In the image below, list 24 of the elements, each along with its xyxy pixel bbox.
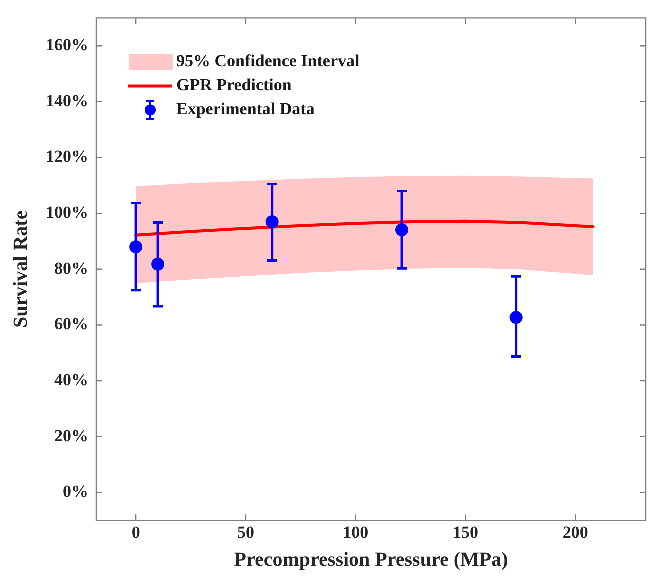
y-tick-label: 140% (46, 91, 88, 110)
x-tick-label: 100 (343, 523, 369, 542)
legend-label: GPR Prediction (176, 76, 292, 95)
point (510, 311, 523, 324)
y-tick-label: 160% (46, 36, 88, 54)
point (396, 224, 409, 237)
y-tick-label: 120% (46, 147, 88, 166)
point (130, 240, 143, 254)
annotation: 95% Confidence Interval (176, 52, 360, 71)
x-tick-label: 50 (237, 523, 254, 542)
x-tick-label: 150 (453, 523, 479, 542)
legend-label: Experimental Data (176, 100, 316, 119)
y-tick-label: 20% (54, 426, 88, 446)
point (152, 258, 165, 271)
y-tick-label: 80% (54, 258, 88, 278)
y-axis-title: Survival Rate (10, 210, 32, 328)
y-tick-label: 0% (63, 482, 88, 502)
x-axis-title: Precompression Pressure (MPa) (234, 549, 508, 572)
x-tick-label: 0 (132, 523, 140, 542)
x-tick-label: 200 (562, 523, 588, 542)
y-tick-label: 100% (46, 202, 88, 222)
y-tick-label: 60% (54, 314, 88, 334)
y-tick-label: 40% (54, 370, 88, 390)
point (266, 215, 279, 228)
